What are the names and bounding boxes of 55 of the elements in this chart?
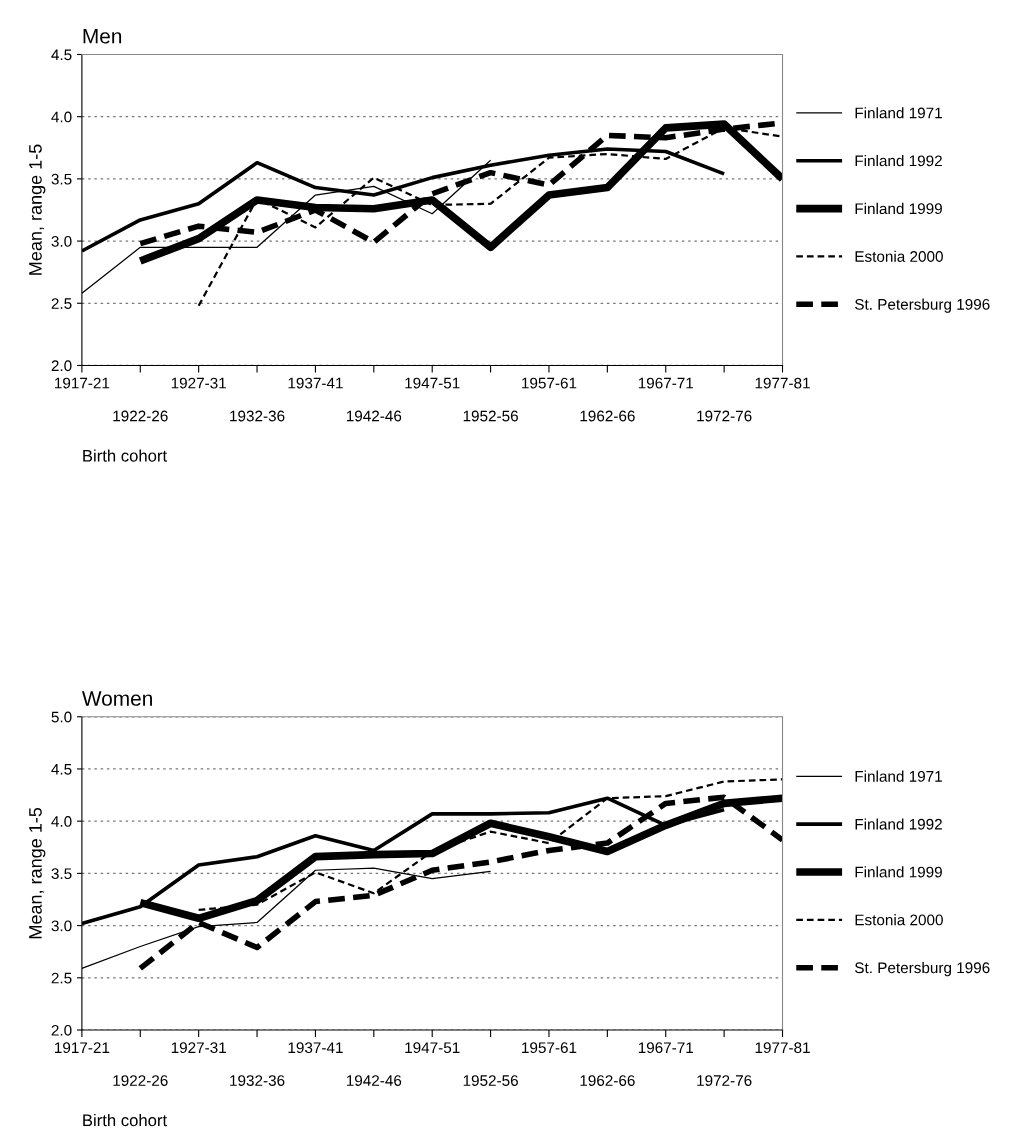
x-tick-label: 1957-61 [522,1042,577,1054]
x-tick-label: 1967-71 [638,377,694,389]
x-tick-label: 1937-41 [288,377,343,389]
legend-label: Finland 1971 [855,107,942,119]
x-tick-label: 1942-46 [346,1075,402,1086]
x-tick-label: 1977-81 [755,377,810,389]
legend-label: St. Petersburg 1996 [855,961,990,977]
legend-label: Finland 1992 [855,155,942,167]
x-tick-label: 1947-51 [405,377,460,389]
y-tick-label: 4.5 [51,49,72,61]
x-tick-label: 1922-26 [113,1075,168,1086]
y-tick-label: 3.0 [51,920,72,932]
y-tick-label: 3.5 [51,173,72,185]
y-tick-label: 5.0 [51,711,72,723]
legend-label: Finland 1999 [855,202,942,215]
legend-label: Estonia 2000 [855,250,943,262]
x-tick-label: 1952-56 [463,1075,518,1086]
y-tick-label: 2.5 [51,972,72,984]
x-tick-label: 1922-26 [113,410,168,422]
y-tick-label: 3.5 [51,868,72,880]
y-tick-label: 2.0 [51,360,72,372]
x-tick-label: 1962-66 [580,1075,635,1086]
x-tick-label: 1937-41 [288,1042,343,1054]
y-tick-label: 4.5 [51,763,72,775]
y-axis-title: Mean, range 1-5 [29,144,46,275]
y-axis-title: Mean, range 1-5 [29,807,46,939]
x-tick-label: 1932-36 [230,410,285,422]
x-tick-label: 1927-31 [171,1042,226,1054]
x-tick-label: 1957-61 [522,377,577,389]
x-tick-label: 1967-71 [638,1042,694,1054]
x-tick-label: 1942-46 [346,410,402,422]
y-tick-label: 3.0 [51,235,72,247]
x-tick-label: 1972-76 [697,410,752,422]
y-tick-label: 4.0 [51,816,72,827]
x-tick-label: 1977-81 [755,1042,810,1054]
x-tick-label: 1917-21 [55,1042,110,1054]
x-tick-label: 1952-56 [463,410,518,422]
y-tick-label: 2.5 [51,298,72,309]
x-tick-label: 1927-31 [171,377,226,389]
legend-label: St. Petersburg 1996 [855,298,990,313]
x-tick-label: 1962-66 [580,410,635,422]
x-tick-label: 1932-36 [230,1075,285,1086]
x-tick-label: 1917-21 [55,377,110,389]
chart-title: Men [83,29,122,44]
chart-title: Women [81,691,152,706]
x-tick-label: 1947-51 [405,1042,460,1054]
x-tick-label: 1972-76 [697,1075,752,1086]
y-tick-label: 2.0 [51,1024,72,1036]
legend-label: Finland 1992 [855,818,942,830]
x-axis-title: Birth cohort [83,449,167,462]
legend-label: Estonia 2000 [855,914,943,926]
legend-label: Finland 1971 [855,770,942,782]
legend-label: Finland 1999 [855,866,942,878]
y-tick-label: 4.0 [51,111,72,123]
x-axis-title: Birth cohort [83,1113,167,1127]
